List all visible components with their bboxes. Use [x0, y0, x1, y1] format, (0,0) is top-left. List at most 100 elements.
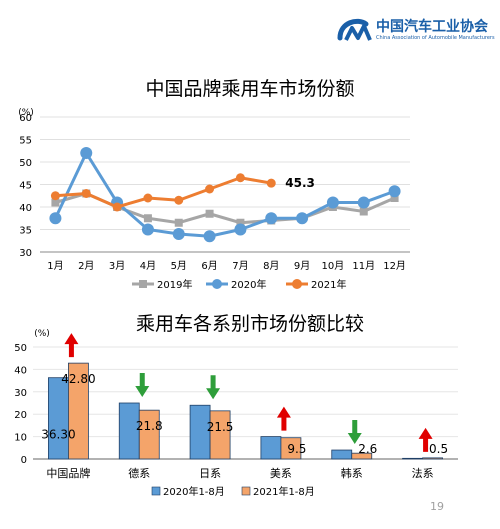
line-xtick-label: 11月	[352, 260, 375, 272]
bar-xtick-label: 美系	[270, 467, 292, 480]
line-point	[265, 212, 278, 225]
bar-xtick-label: 中国品牌	[46, 466, 90, 480]
line-legend-label: 2019年	[157, 278, 192, 291]
bar-chart-title: 乘用车各系别市场份额比较	[136, 313, 364, 335]
bar-rect	[48, 377, 69, 460]
bar-legend-swatch	[151, 486, 161, 496]
line-point	[359, 207, 368, 216]
line-xtick-label: 4月	[140, 260, 156, 272]
bar-chart-ylabel: (%)	[34, 329, 50, 339]
line-point	[236, 218, 245, 227]
line-chart-series	[49, 147, 401, 243]
line-legend-label: 2020年	[231, 278, 266, 291]
up-arrow-icon	[64, 333, 79, 358]
bar-rect	[331, 449, 353, 460]
line-ytick-label: 50	[19, 158, 32, 169]
line-point	[51, 198, 60, 207]
line-point	[235, 173, 245, 183]
line-point	[50, 191, 60, 201]
down-arrow-icon	[135, 373, 150, 397]
bar-xtick-label: 法系	[412, 466, 434, 480]
line-chart-grid	[40, 116, 410, 253]
page-number: 19	[430, 500, 444, 513]
bar-legend-swatch	[241, 486, 251, 496]
bar-rect	[402, 457, 423, 460]
line-xtick-label: 3月	[109, 260, 125, 272]
bar-data-label: 21.8	[136, 419, 163, 433]
line-point	[143, 214, 152, 223]
header-bar	[0, 0, 500, 56]
line-point	[296, 212, 309, 225]
line-point	[266, 178, 276, 188]
line-point	[326, 196, 339, 209]
bar-ytick-label: 50	[14, 343, 27, 354]
down-arrow-icon	[206, 375, 221, 400]
bar-chart-trend-arrows	[64, 333, 433, 452]
bar-rect	[138, 409, 160, 460]
line-xtick-label: 1月	[47, 260, 63, 272]
line-point	[390, 194, 399, 202]
line-point	[174, 195, 184, 205]
bar-rect	[260, 436, 282, 460]
logo-subtitle: China Association of Automobile Manufact…	[376, 35, 495, 41]
line-xtick-label: 8月	[263, 260, 279, 272]
line-xtick-label: 12月	[383, 260, 406, 272]
line-point	[234, 223, 247, 236]
line-xtick-label: 7月	[232, 260, 248, 272]
bar-chart-bars	[48, 362, 443, 460]
bar-xtick-label: 日系	[199, 467, 221, 480]
bar-rect	[209, 410, 231, 460]
line-point	[49, 212, 62, 225]
line-xtick-label: 10月	[322, 260, 345, 272]
bar-data-label: 9.5	[287, 442, 306, 456]
bar-chart-data-labels: 36.30 42.80 21.8 21.5 9.5 2.6 0.5	[41, 372, 448, 456]
bar-ytick-label: 0	[21, 455, 27, 466]
bar-ytick-label: 10	[14, 433, 27, 444]
bar-xtick-label: 韩系	[341, 466, 363, 480]
line-chart-yticks: 30 35 40 45 50 55 60	[19, 113, 32, 259]
line-chart-ylabel: (%)	[18, 108, 34, 118]
line-legend-marker	[212, 279, 222, 289]
bar-chart-grid	[33, 346, 458, 460]
line-point	[141, 223, 154, 236]
line-xtick-label: 5月	[171, 260, 187, 272]
line-xtick-label: 6月	[201, 260, 217, 272]
line-chart-annotation: 45.3	[285, 176, 315, 190]
bar-rect	[351, 452, 373, 460]
line-point	[205, 184, 215, 194]
line-ytick-label: 55	[19, 136, 32, 147]
bar-ytick-label: 20	[14, 410, 27, 421]
up-arrow-icon	[276, 406, 291, 431]
line-ytick-label: 45	[19, 181, 32, 192]
logo: 中国汽车工业协会 China Association of Automobile…	[336, 10, 496, 50]
bar-rect	[68, 362, 89, 460]
bar-ytick-label: 40	[14, 365, 27, 376]
line-point	[357, 196, 370, 209]
line-series-path	[54, 149, 396, 238]
line-point	[81, 189, 91, 198]
line-point	[388, 185, 401, 198]
logo-name: 中国汽车工业协会	[376, 19, 488, 35]
bar-data-label: 42.80	[61, 372, 95, 386]
line-point	[143, 193, 153, 203]
bar-legend-label: 2020年1-8月	[163, 485, 225, 498]
line-point	[205, 209, 214, 218]
bar-legend-label: 2021年1-8月	[253, 485, 315, 498]
line-series-path	[54, 191, 396, 225]
line-chart-xticks: 1月 2月 3月 4月 5月 6月 7月 8月 9月 10月 11月 12月	[47, 260, 406, 272]
line-legend-marker	[139, 280, 147, 288]
caam-logo-icon	[337, 18, 372, 41]
line-xtick-label: 9月	[294, 260, 310, 272]
line-point	[172, 228, 185, 240]
line-xtick-label: 2月	[78, 260, 94, 272]
line-ytick-label: 40	[19, 203, 32, 214]
bar-rect	[422, 457, 443, 460]
bar-data-label: 21.5	[207, 420, 234, 434]
bar-chart-legend: 2020年1-8月 2021年1-8月	[151, 485, 315, 498]
up-arrow-icon	[418, 427, 433, 452]
line-point	[203, 230, 216, 243]
line-point	[174, 218, 183, 227]
down-arrow-icon	[347, 420, 362, 445]
bar-data-label: 36.30	[41, 427, 75, 441]
